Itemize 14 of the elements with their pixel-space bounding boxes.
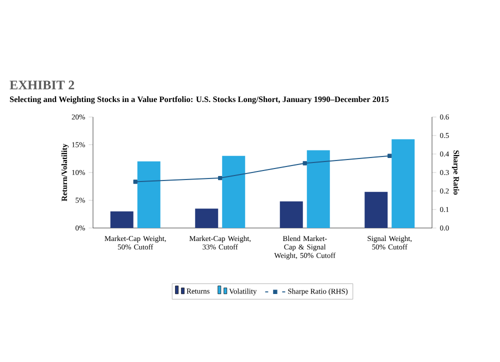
point — [388, 154, 392, 158]
point — [133, 180, 138, 184]
bar — [110, 211, 134, 228]
point — [302, 161, 307, 166]
bar — [306, 150, 330, 228]
bar — [392, 139, 415, 228]
chart-subtitle: Selecting and Weighting Stocks in a Value Portfolio: U.S. Stocks Long/Short, January 1990–December 2015 — [10, 96, 389, 104]
bar — [280, 201, 303, 228]
bar — [195, 208, 218, 228]
chart-title: EXHIBIT 2 — [10, 80, 74, 90]
bar — [364, 192, 388, 228]
point — [218, 176, 222, 180]
bar — [137, 161, 160, 228]
bar — [222, 156, 246, 228]
